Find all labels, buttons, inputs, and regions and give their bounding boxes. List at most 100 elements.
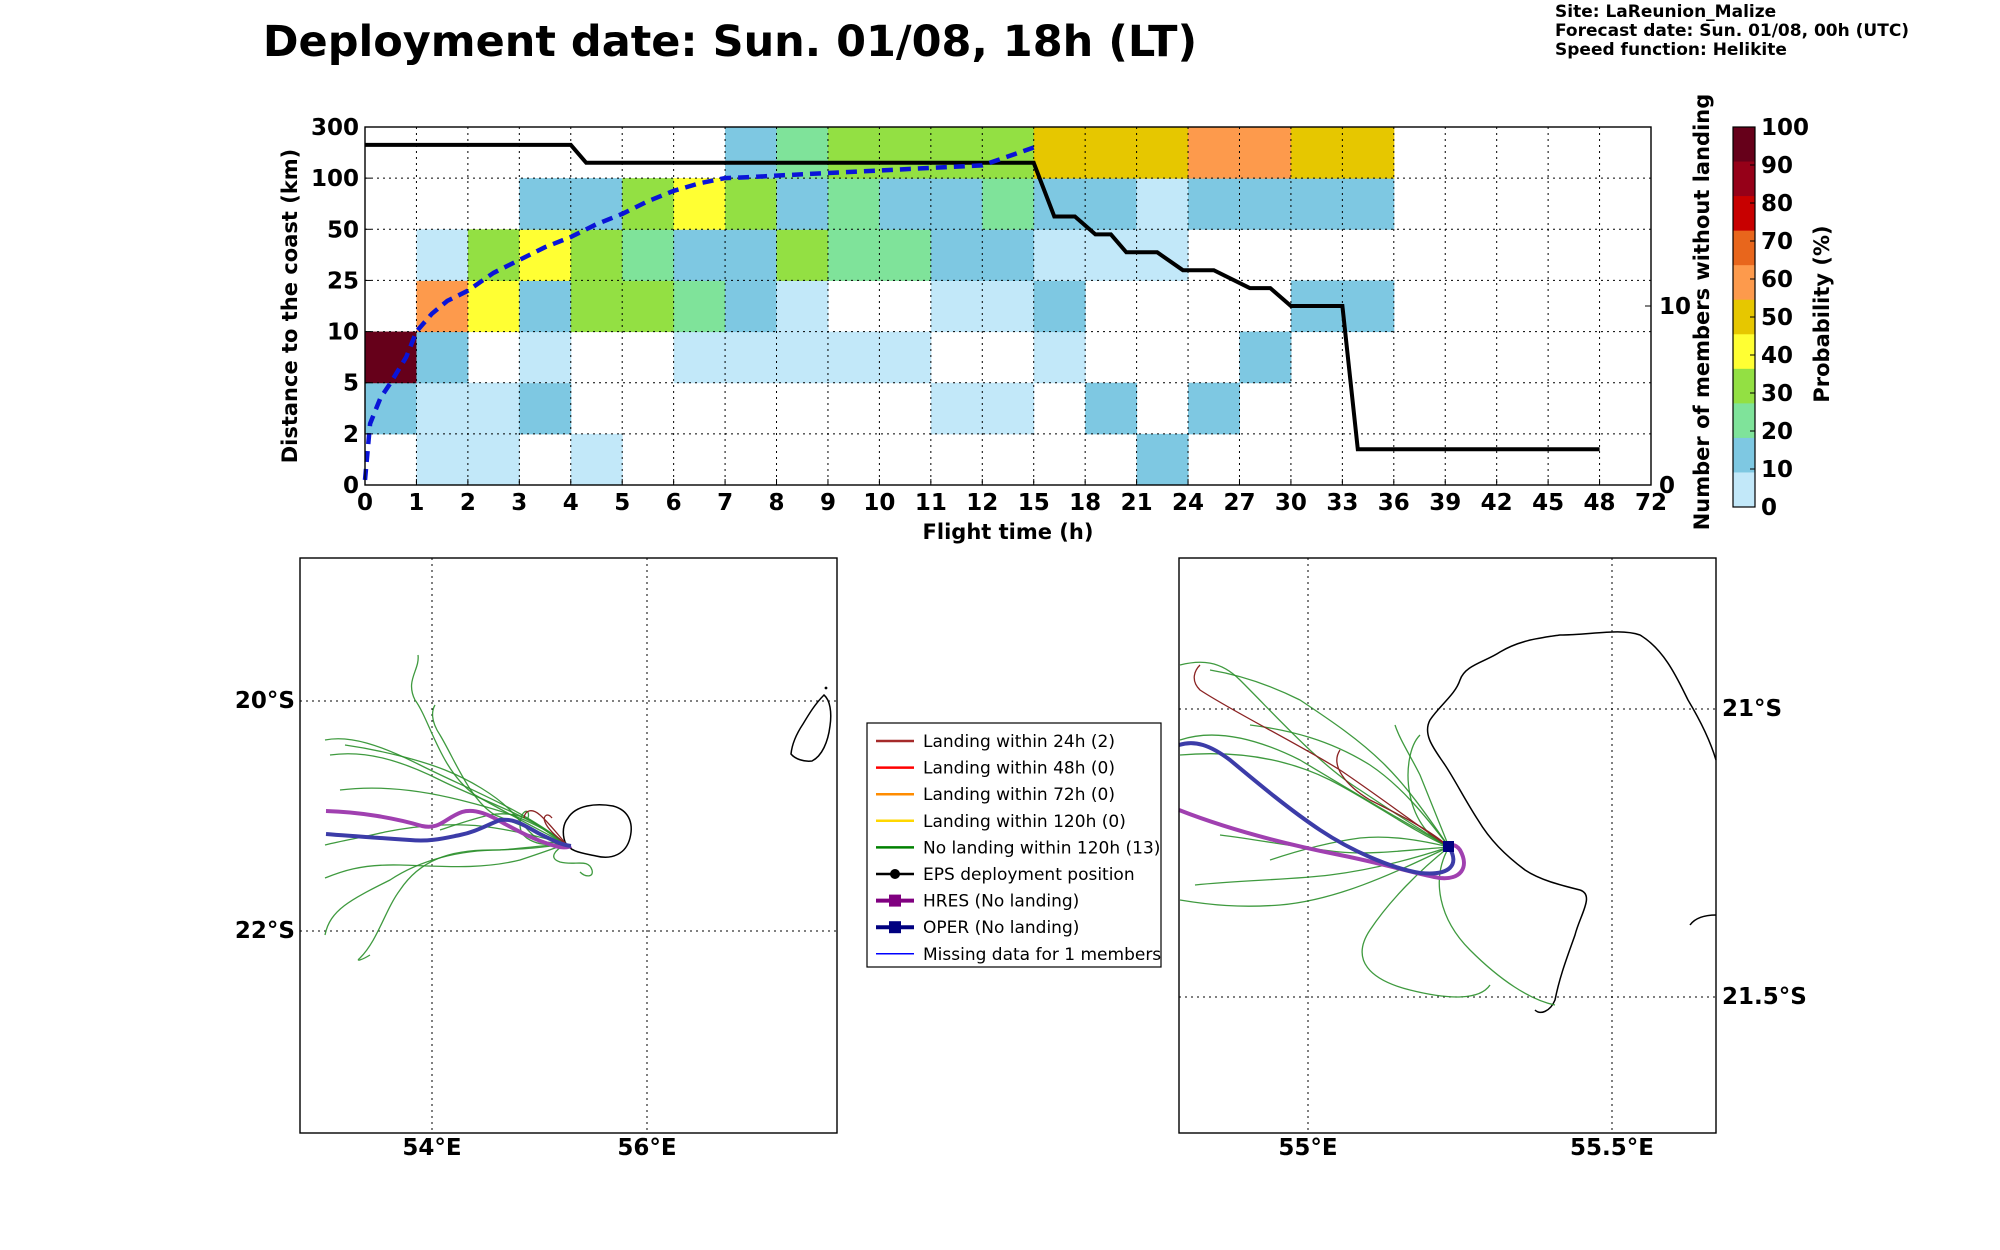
figure-title: Deployment date: Sun. 01/08, 18h (LT) bbox=[263, 17, 1197, 67]
y-tick-label: 5 bbox=[343, 371, 359, 397]
heatmap-cell bbox=[1033, 229, 1086, 281]
heatmap-cell bbox=[1342, 178, 1395, 230]
heatmap-cell bbox=[930, 127, 983, 179]
heatmap-cell bbox=[930, 382, 983, 435]
x-tick-label: 21 bbox=[1121, 490, 1153, 516]
x-tick-label: 5 bbox=[614, 490, 630, 516]
heatmap-cell bbox=[827, 229, 880, 281]
map-right: 21°S 21.5°S 55°E 55.5°E bbox=[1178, 557, 1807, 1161]
heatmap-cell bbox=[776, 178, 829, 230]
colorbar-tick-label: 30 bbox=[1761, 381, 1793, 407]
x-tick-label: 36 bbox=[1378, 490, 1410, 516]
heatmap-cell bbox=[930, 229, 983, 281]
x-tick-label: 18 bbox=[1069, 490, 1101, 516]
heatmap-cell bbox=[1188, 178, 1240, 230]
heatmap-cell bbox=[673, 178, 726, 230]
heatmap-cell bbox=[416, 331, 469, 384]
legend-entry: Missing data for 1 members bbox=[923, 945, 1161, 965]
colorbar-tick-label: 80 bbox=[1761, 191, 1793, 217]
legend-entry: Landing within 48h (0) bbox=[923, 759, 1115, 779]
y2-axis-label: Number of members without landing bbox=[1690, 94, 1714, 531]
heatmap-cell bbox=[467, 382, 520, 435]
heatmap-cell bbox=[365, 382, 417, 435]
heatmap-cell bbox=[725, 229, 778, 281]
heatmap-cell bbox=[519, 331, 572, 384]
colorbar-swatch bbox=[1733, 299, 1755, 335]
x-tick-label: 45 bbox=[1532, 490, 1564, 516]
heatmap-cell bbox=[622, 178, 675, 230]
map-left-lat-tick: 22°S bbox=[235, 918, 295, 944]
heatmap-cell bbox=[467, 280, 520, 333]
colorbar-tick-label: 50 bbox=[1761, 305, 1793, 331]
reunion-island-outline bbox=[562, 804, 632, 858]
heatmap-cell bbox=[982, 229, 1035, 281]
legend-entry: Landing within 120h (0) bbox=[923, 812, 1126, 832]
heatmap-cell bbox=[1290, 127, 1343, 179]
heatmap-cell bbox=[467, 433, 520, 486]
deployment-marker bbox=[1443, 841, 1454, 852]
heatmap-cell bbox=[1033, 331, 1086, 384]
x-tick-label: 39 bbox=[1429, 490, 1461, 516]
x-tick-label: 24 bbox=[1172, 490, 1204, 516]
heatmap-cell bbox=[570, 280, 623, 333]
heatmap-cell bbox=[982, 127, 1035, 179]
legend-entry: No landing within 120h (13) bbox=[923, 838, 1160, 858]
colorbar-tick-label: 100 bbox=[1761, 115, 1809, 141]
y-tick-label: 100 bbox=[311, 166, 359, 192]
x-tick-label: 10 bbox=[863, 490, 895, 516]
x-tick-label: 0 bbox=[357, 490, 373, 516]
colorbar-tick-label: 10 bbox=[1761, 457, 1793, 483]
colorbar-tick-label: 70 bbox=[1761, 229, 1793, 255]
heatmap-cell bbox=[1085, 229, 1138, 281]
legend-entry: OPER (No landing) bbox=[923, 918, 1079, 938]
heatmap-cell bbox=[622, 280, 675, 333]
x-tick-label: 8 bbox=[769, 490, 785, 516]
colorbar-tick-label: 20 bbox=[1761, 419, 1793, 445]
reunion-coast-zoom bbox=[1426, 631, 1717, 1013]
heatmap-cell bbox=[1342, 280, 1395, 333]
heatmap-cell bbox=[725, 331, 778, 384]
heatmap-cell bbox=[416, 433, 469, 486]
heatmap-cell bbox=[776, 280, 829, 333]
info-speed-function: Speed function: Helikite bbox=[1555, 40, 1787, 60]
heatmap-cell bbox=[622, 229, 675, 281]
heatmap-cell bbox=[1085, 127, 1138, 179]
x-tick-label: 9 bbox=[820, 490, 836, 516]
heatmap-cell bbox=[1033, 280, 1086, 333]
heatmap-ticks: 0 1 2 3 4 5 6 7 8 9 10 11 12 15 18 21 24 27 30 33 36 39 42 45 48… bbox=[311, 115, 1691, 516]
colorbar-swatch bbox=[1733, 196, 1755, 232]
heatmap-lines bbox=[362, 142, 1600, 481]
heatmap-cell bbox=[1188, 382, 1240, 435]
colorbar-swatch bbox=[1733, 230, 1755, 266]
heatmap-cell bbox=[673, 280, 726, 333]
x-tick-label: 12 bbox=[966, 490, 998, 516]
x-tick-label: 3 bbox=[511, 490, 527, 516]
legend-box bbox=[866, 722, 1162, 968]
map-left-lon-tick: 56°E bbox=[617, 1135, 676, 1161]
heatmap-cell bbox=[365, 331, 417, 384]
heatmap-cell bbox=[1085, 382, 1138, 435]
y-tick-label: 0 bbox=[343, 473, 359, 499]
heatmap-cell bbox=[1290, 178, 1343, 230]
map-right-lon-tick: 55.5°E bbox=[1570, 1135, 1654, 1161]
x-tick-label: 27 bbox=[1223, 490, 1255, 516]
x-tick-label: 48 bbox=[1584, 490, 1616, 516]
heatmap-cell bbox=[827, 331, 880, 384]
heatmap-cell bbox=[879, 229, 932, 281]
colorbar-tick-label: 60 bbox=[1761, 267, 1793, 293]
heatmap-cell bbox=[725, 127, 778, 179]
heatmap-cell bbox=[827, 178, 880, 230]
x-tick-label: 1 bbox=[408, 490, 424, 516]
y-tick-label: 2 bbox=[343, 422, 359, 448]
heatmap-cells bbox=[365, 127, 1395, 486]
heatmap-cell bbox=[673, 229, 726, 281]
map-left-lat-tick: 20°S bbox=[235, 688, 295, 714]
hres-track-right bbox=[1178, 808, 1466, 881]
heatmap-cell bbox=[519, 280, 572, 333]
heatmap-cell bbox=[1188, 127, 1240, 179]
heatmap-cell bbox=[982, 382, 1035, 435]
heatmap-cell bbox=[570, 178, 623, 230]
y2-tick-label: 0 bbox=[1659, 473, 1675, 499]
y2-tick-label: 10 bbox=[1659, 294, 1691, 320]
